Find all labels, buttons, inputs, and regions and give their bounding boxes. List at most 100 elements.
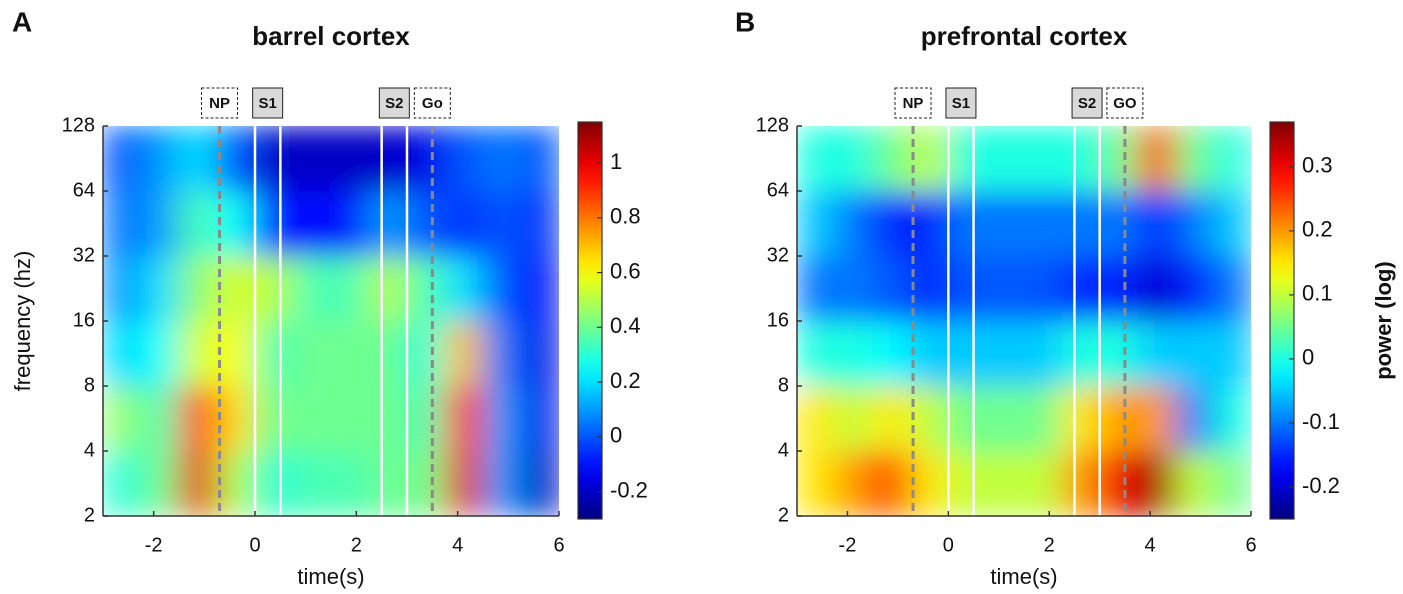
heatmap-cell — [293, 321, 332, 387]
heatmap — [797, 126, 1251, 516]
heatmap-cell — [483, 386, 522, 452]
heatmap-cell — [255, 191, 294, 257]
heatmap-cell — [217, 126, 256, 192]
heatmap-cell — [986, 451, 1025, 516]
heatmap-cell — [293, 126, 332, 192]
y-tick-label: 2 — [84, 504, 95, 526]
event-box — [945, 87, 977, 119]
event-box — [252, 87, 284, 119]
heatmap-cell — [255, 386, 294, 452]
heatmap-cell — [445, 451, 484, 516]
heatmap-cell — [948, 321, 987, 387]
y-tick-label: 128 — [62, 114, 95, 136]
heatmap-cell — [331, 321, 370, 387]
heatmap-cell — [1213, 256, 1251, 322]
x-tick-label: 4 — [452, 534, 463, 556]
y-tick-label: 8 — [84, 374, 95, 396]
heatmap-cell — [1137, 126, 1176, 192]
heatmap-cell — [1024, 321, 1063, 387]
event-label: GO — [1113, 95, 1137, 112]
heatmap-cell — [1024, 386, 1063, 452]
heatmap-cell — [521, 451, 559, 516]
event-label: Go — [422, 95, 443, 112]
y-axis-label: frequency (hz) — [10, 251, 35, 392]
x-tick-label: 6 — [553, 534, 564, 556]
heatmap-cell — [407, 256, 446, 322]
heatmap-cell — [1099, 321, 1138, 387]
colorbar-tick-label: 0.2 — [1302, 217, 1333, 242]
heatmap-cell — [369, 451, 408, 516]
heatmap-cell — [483, 191, 522, 257]
heatmap-cell — [1137, 191, 1176, 257]
heatmap-cell — [521, 256, 559, 322]
y-tick-label: 4 — [778, 439, 789, 461]
heatmap-cell — [179, 386, 218, 452]
heatmap-cell — [872, 191, 911, 257]
heatmap-cell — [407, 451, 446, 516]
heatmap-cell — [445, 191, 484, 257]
colorbar-tick-label: 0.2 — [610, 368, 641, 393]
colorbar-tick-label: 0 — [1302, 345, 1314, 370]
event-box — [894, 87, 932, 119]
heatmap-cell — [179, 256, 218, 322]
x-axis-label: time(s) — [990, 564, 1057, 589]
heatmap-cell — [872, 321, 911, 387]
heatmap-cell — [407, 191, 446, 257]
heatmap-cell — [910, 256, 949, 322]
x-tick-label: 0 — [249, 534, 260, 556]
heatmap-cell — [293, 451, 332, 516]
heatmap-cell — [483, 451, 522, 516]
x-tick-label: 2 — [351, 534, 362, 556]
x-axis-label: time(s) — [297, 564, 364, 589]
heatmap-cell — [521, 321, 559, 387]
heatmap-cell — [797, 451, 836, 516]
heatmap-cell — [103, 451, 142, 516]
heatmap-cell — [217, 321, 256, 387]
heatmap-cell — [1061, 191, 1101, 257]
heatmap-cell — [1213, 126, 1251, 192]
heatmap-cell — [521, 126, 559, 192]
heatmap-cell — [986, 321, 1025, 387]
heatmap-cell — [217, 191, 256, 257]
heatmap-cell — [1099, 256, 1138, 322]
heatmap-cell — [948, 451, 987, 516]
heatmap-cell — [407, 126, 446, 192]
heatmap-cell — [834, 256, 874, 322]
y-tick-label: 32 — [767, 244, 789, 266]
heatmap-cell — [834, 451, 874, 516]
y-tick-label: 128 — [756, 114, 789, 136]
heatmap-cell — [834, 321, 874, 387]
colorbar-tick-label: 0.8 — [610, 204, 641, 229]
heatmap-cell — [521, 386, 559, 452]
heatmap-cell — [1137, 451, 1176, 516]
heatmap-cell — [1024, 191, 1063, 257]
colorbar-tick-label: 0 — [610, 423, 622, 448]
heatmap-cell — [834, 191, 874, 257]
heatmap-cell — [483, 321, 522, 387]
heatmap-cell — [1213, 386, 1251, 452]
y-tick-label: 16 — [767, 309, 789, 331]
heatmap-cell — [217, 386, 256, 452]
x-tick-label: -2 — [145, 534, 163, 556]
heatmap-cell — [483, 256, 522, 322]
heatmap-cell — [986, 126, 1025, 192]
colorbar-tick-label: 0.3 — [1302, 153, 1333, 178]
heatmap-cell — [1099, 126, 1138, 192]
event-label: S1 — [952, 95, 970, 112]
heatmap-cell — [255, 451, 294, 516]
heatmap-cell — [293, 386, 332, 452]
heatmap-cell — [1099, 191, 1138, 257]
x-tick-label: 0 — [943, 534, 954, 556]
heatmap-cell — [1099, 451, 1138, 516]
heatmap-cell — [986, 256, 1025, 322]
heatmap-cells — [797, 126, 1251, 516]
heatmap-cell — [948, 256, 987, 322]
heatmap-cell — [103, 191, 142, 257]
heatmap-cell — [834, 126, 874, 192]
event-box — [1071, 87, 1103, 119]
heatmap-cell — [331, 191, 370, 257]
heatmap-cell — [369, 256, 408, 322]
event-box — [201, 87, 239, 119]
x-tick-label: 2 — [1044, 534, 1055, 556]
heatmap-cell — [1137, 386, 1176, 452]
